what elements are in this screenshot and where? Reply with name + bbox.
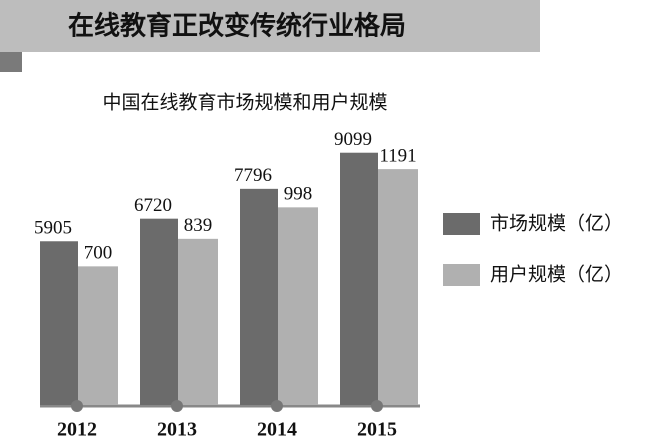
bar <box>178 238 218 405</box>
bar <box>40 241 78 405</box>
value-label: 7796 <box>234 165 272 186</box>
banner-title: 在线教育正改变传统行业格局 <box>68 11 406 42</box>
axis-dot <box>71 400 83 412</box>
value-label: 839 <box>184 215 213 236</box>
bar <box>240 188 278 405</box>
chart-title: 中国在线教育市场规模和用户规模 <box>102 92 387 114</box>
bar <box>340 152 378 405</box>
legend-label: 用户规模（亿） <box>490 264 623 286</box>
bar <box>140 218 178 405</box>
value-label: 9099 <box>334 129 372 150</box>
banner-fold <box>0 52 22 72</box>
bar <box>278 207 318 405</box>
axis-dot <box>271 400 283 412</box>
x-tick-label: 2015 <box>357 419 397 441</box>
x-tick-label: 2012 <box>57 419 97 441</box>
banner-bg <box>0 0 540 72</box>
x-tick-label: 2013 <box>157 419 197 441</box>
legend-swatch <box>443 264 480 286</box>
value-label: 6720 <box>134 195 172 216</box>
axis-dot <box>371 400 383 412</box>
axis-dot <box>171 400 183 412</box>
value-label: 5905 <box>34 218 72 239</box>
x-tick-label: 2014 <box>257 419 297 441</box>
legend-swatch <box>443 213 480 235</box>
value-label: 1191 <box>379 145 416 166</box>
value-label: 998 <box>284 184 313 205</box>
bar <box>378 169 418 405</box>
legend-label: 市场规模（亿） <box>490 213 623 235</box>
bar <box>78 266 118 405</box>
value-label: 700 <box>84 243 113 264</box>
